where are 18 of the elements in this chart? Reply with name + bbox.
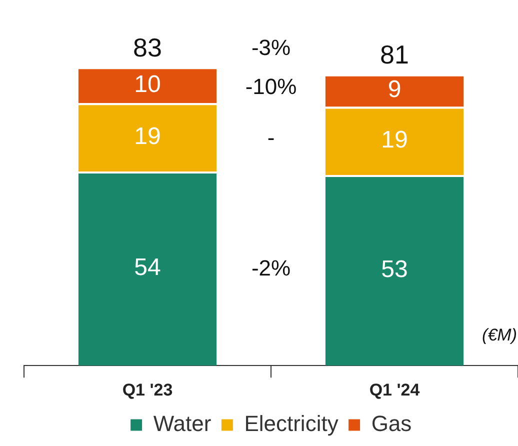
x-tick-label: Q1 '23	[122, 380, 173, 400]
data-label: 19	[381, 126, 408, 154]
annotation: -2%	[251, 255, 291, 280]
x-tick-label: Q1 '24	[369, 380, 420, 400]
total-label: 83	[133, 32, 162, 62]
data-label: 54	[134, 254, 161, 282]
data-label: 53	[381, 256, 408, 283]
annotation: -	[267, 125, 275, 150]
text: -3%	[251, 35, 291, 60]
data-label: 9	[388, 76, 402, 104]
data-label: 10	[134, 70, 161, 98]
data-label: 19	[134, 122, 161, 150]
total-label: 81	[380, 40, 409, 70]
legend-label: Water	[153, 411, 212, 436]
legend-label: Electricity	[244, 411, 338, 436]
legend-label: Gas	[371, 411, 412, 436]
annotation: -10%	[245, 74, 297, 99]
annotation: (€M)	[482, 325, 517, 344]
